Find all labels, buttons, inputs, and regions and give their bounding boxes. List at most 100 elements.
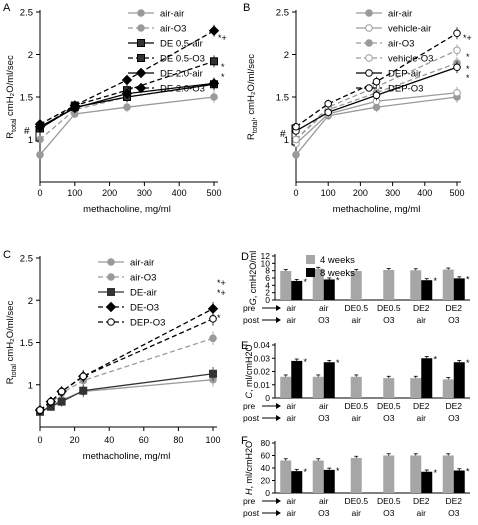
legend-marker [365,54,373,62]
x-tick-label: 80 [173,435,183,445]
series-line [295,92,458,145]
y-tick-label: 8 [265,266,270,276]
bar [453,470,465,493]
y-tick-label: 2.5 [20,254,33,265]
series-line [39,96,215,156]
data-point [57,387,66,396]
data-point [79,386,88,395]
post-label: O3 [383,508,395,518]
series-line [39,318,214,411]
series-line [39,83,215,140]
pre-label: DE2 [445,401,462,411]
y-axis-label: H, ml/cmH2O [244,441,254,495]
bar [350,458,362,493]
y-tick-label: 1.5 [276,93,289,104]
y-tick-label: 2.5 [276,8,289,19]
post-label: air [352,315,362,325]
legend-marker [107,273,115,281]
legend-marker [107,258,115,266]
x-axis-label: methacholine, mg/ml [333,204,421,215]
pre-label: air [319,496,329,506]
legend-label: 4 weeks [320,255,355,266]
y-tick-label: 10 [261,258,271,268]
y-tick-label: 0 [265,393,270,403]
panel-letter: C [3,249,11,261]
significance-marker: * [466,73,470,83]
x-tick-label: 0 [293,188,298,198]
legend-marker [137,24,145,32]
pre-label: DE2 [413,496,430,506]
hash-marker: # [24,126,30,137]
bar [350,376,362,398]
y-axis-label: Rtotal cmH₂O/ml/sec [5,301,18,385]
post-label: O3 [383,315,395,325]
significance-marker: * [221,72,225,82]
pre-label: air [287,496,297,506]
bar [410,378,422,398]
data-point [123,103,131,111]
x-tick-label: 500 [449,188,464,198]
bar [383,455,395,493]
data-point [209,369,217,378]
bar [421,471,433,493]
data-point [453,88,461,97]
bar [453,278,465,300]
y-tick-label: 2 [265,288,270,298]
post-label: O3 [318,413,330,423]
bar [280,376,292,398]
legend-swatch [306,268,315,277]
legend-marker [137,54,145,62]
row-arrow-head [276,498,281,504]
post-label: air [417,315,427,325]
significance-marker: * [217,313,221,323]
pre-label: DE2 [445,303,462,313]
series-line [39,308,214,411]
x-tick-label: 200 [353,188,368,198]
x-axis-label: methacholine, mg/ml [83,204,171,215]
x-tick-label: 40 [104,435,114,445]
data-point [36,135,44,144]
bar [280,460,292,493]
series-line [39,82,215,128]
legend-label: DE-O3 [130,303,159,314]
legend-marker [365,84,373,92]
data-point [208,25,220,36]
legend-label: DEP-air [388,69,421,80]
y-tick-label: 0.01 [253,380,270,390]
y-tick-label: 2 [284,50,289,61]
legend-label: DE 0.5-air [160,39,203,50]
y-tick-label: 0.02 [253,367,270,377]
row-arrow-head [276,317,281,323]
data-point [372,91,381,100]
legend-label: air-O3 [130,273,156,284]
bar [442,269,454,300]
data-point [292,151,300,159]
data-point [372,77,381,86]
bar [291,360,303,398]
data-point [324,100,333,108]
bar [280,271,292,300]
bar [442,379,454,398]
post-label: air [287,508,297,518]
data-point [208,78,220,89]
x-tick-label: 100 [205,435,220,445]
y-tick-label: 6 [265,273,270,283]
series-line [295,96,458,156]
panel-letter: B [243,2,250,14]
series-line [39,30,215,125]
panel-letter: F [241,435,248,447]
hash-marker: # [280,129,286,140]
significance-marker: * [303,467,307,477]
series-line [39,373,214,413]
pre-label: DE2 [445,496,462,506]
pre-label: air [319,303,329,313]
significance-marker: *+ [217,288,226,298]
panel-E: E 0 0.01 0.02 0.03 0.04C, ml/cmH2O * air air * air… [241,340,470,423]
significance-marker: * [466,64,470,74]
y-tick-label: 80 [261,438,271,448]
significance-marker: *+ [463,33,472,43]
x-tick-label: 500 [206,188,221,198]
pre-label: air [319,401,329,411]
x-tick-label: 0 [37,435,42,445]
